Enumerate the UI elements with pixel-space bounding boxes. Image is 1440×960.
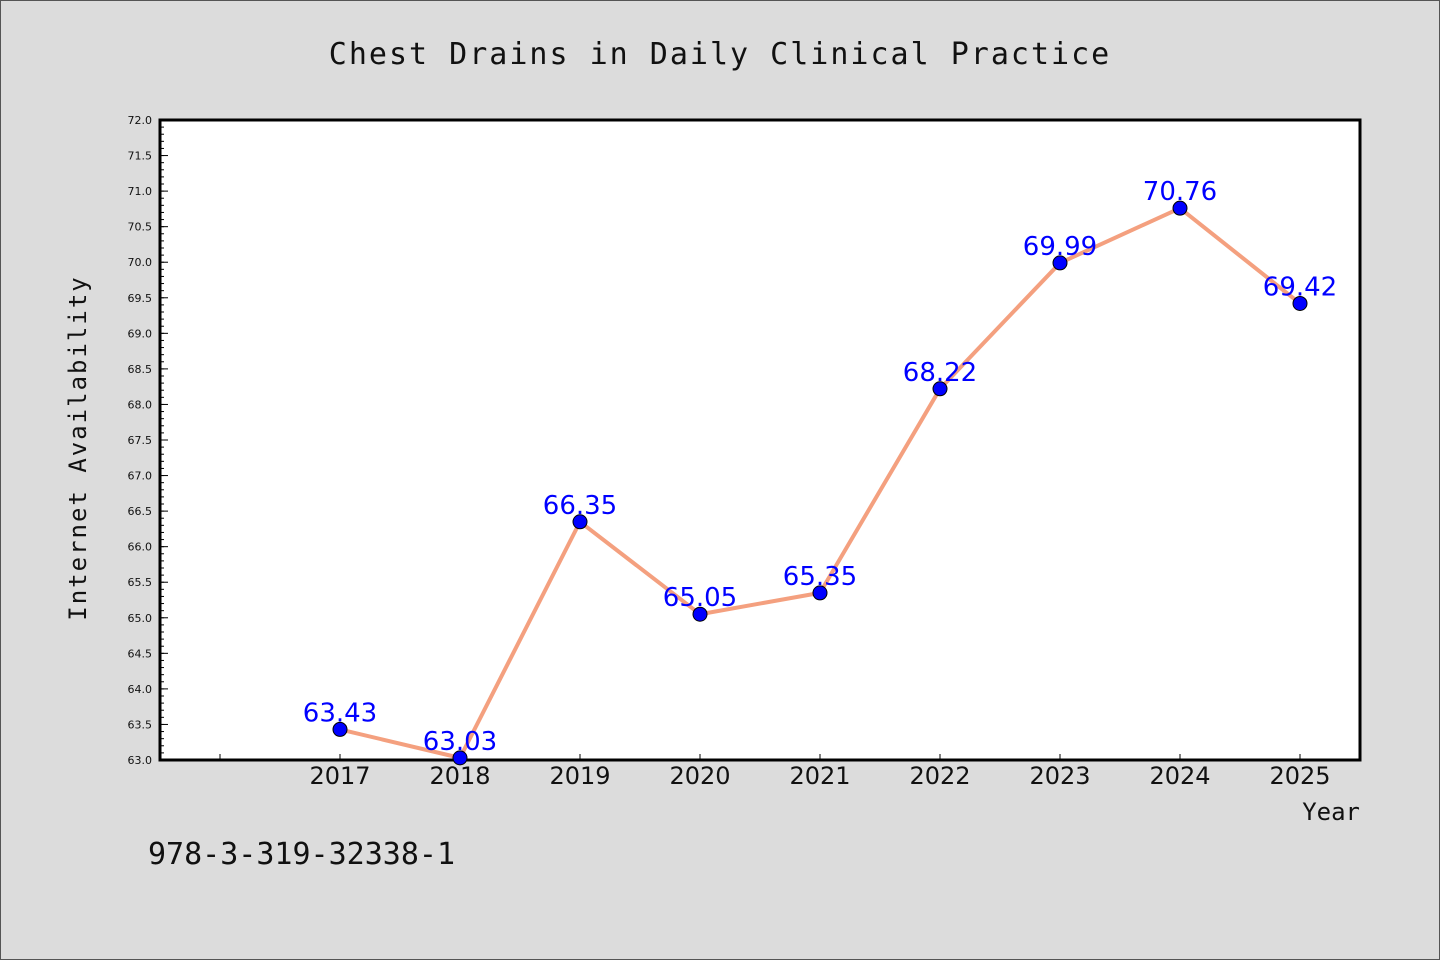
plot-area [158, 118, 1362, 762]
x-tick-label: 2017 [309, 762, 370, 790]
x-tick-label: 2019 [549, 762, 610, 790]
data-label: 69.42 [1263, 272, 1337, 302]
x-tick-label: 2025 [1269, 762, 1330, 790]
y-tick-label: 67.0 [128, 470, 153, 483]
y-tick-label: 65.5 [128, 576, 153, 589]
footer-isbn: 978-3-319-32338-1 [148, 837, 455, 872]
x-tick-label: 2024 [1149, 762, 1210, 790]
data-point [1172, 200, 1188, 216]
y-tick-label: 72.0 [128, 114, 153, 127]
x-tick-label: 2021 [789, 762, 850, 790]
y-tick-label: 69.0 [128, 327, 153, 340]
x-tick-label: 2023 [1029, 762, 1090, 790]
y-tick-label: 70.5 [128, 221, 153, 234]
data-label: 65.35 [783, 562, 857, 592]
y-tick-label: 67.5 [128, 434, 153, 447]
y-tick-label: 70.0 [128, 256, 153, 269]
y-tick-label: 65.0 [128, 612, 153, 625]
y-tick-label: 71.0 [128, 185, 153, 198]
data-point [572, 514, 588, 530]
data-label: 68.22 [903, 358, 977, 388]
x-tick-label: 2020 [669, 762, 730, 790]
y-tick-label: 68.5 [128, 363, 153, 376]
chart-title: Chest Drains in Daily Clinical Practice [329, 37, 1111, 72]
y-tick-label: 64.5 [128, 647, 153, 660]
data-label: 66.35 [543, 491, 617, 521]
y-tick-label: 71.5 [128, 150, 153, 163]
data-label: 65.05 [663, 583, 737, 613]
x-tick-label: 2022 [909, 762, 970, 790]
y-tick-label: 69.5 [128, 292, 153, 305]
y-axis-label: Internet Availability [64, 275, 92, 620]
x-tick-label: 2018 [429, 762, 490, 790]
data-point [1052, 255, 1068, 271]
y-tick-label: 63.0 [128, 754, 153, 767]
y-tick-label: 66.5 [128, 505, 153, 518]
data-label: 63.43 [303, 698, 377, 728]
data-point [812, 585, 828, 601]
data-point [692, 606, 708, 622]
y-tick-label: 64.0 [128, 683, 153, 696]
data-point [932, 381, 948, 397]
data-label: 70.76 [1143, 177, 1217, 207]
y-tick-label: 66.0 [128, 541, 153, 554]
data-point [452, 750, 468, 766]
x-axis-label: Year [1302, 798, 1360, 826]
x-axis: 2017 2018 2019 2020 2021 2022 2023 2024 2025 [219, 754, 1331, 790]
data-point [1292, 295, 1308, 311]
data-label: 63.03 [423, 727, 497, 757]
series-group: 63.43 63.03 66.35 65.05 65.35 68.22 69.99 70.76… [303, 177, 1337, 766]
data-label: 69.99 [1023, 232, 1097, 262]
y-axis: 63.0 63.5 64.0 64.5 65.0 65.5 66.0 66.5 67.0 67.5… [128, 114, 168, 767]
y-tick-label: 68.0 [128, 398, 153, 411]
y-tick-label: 63.5 [128, 718, 153, 731]
data-point [332, 721, 348, 737]
